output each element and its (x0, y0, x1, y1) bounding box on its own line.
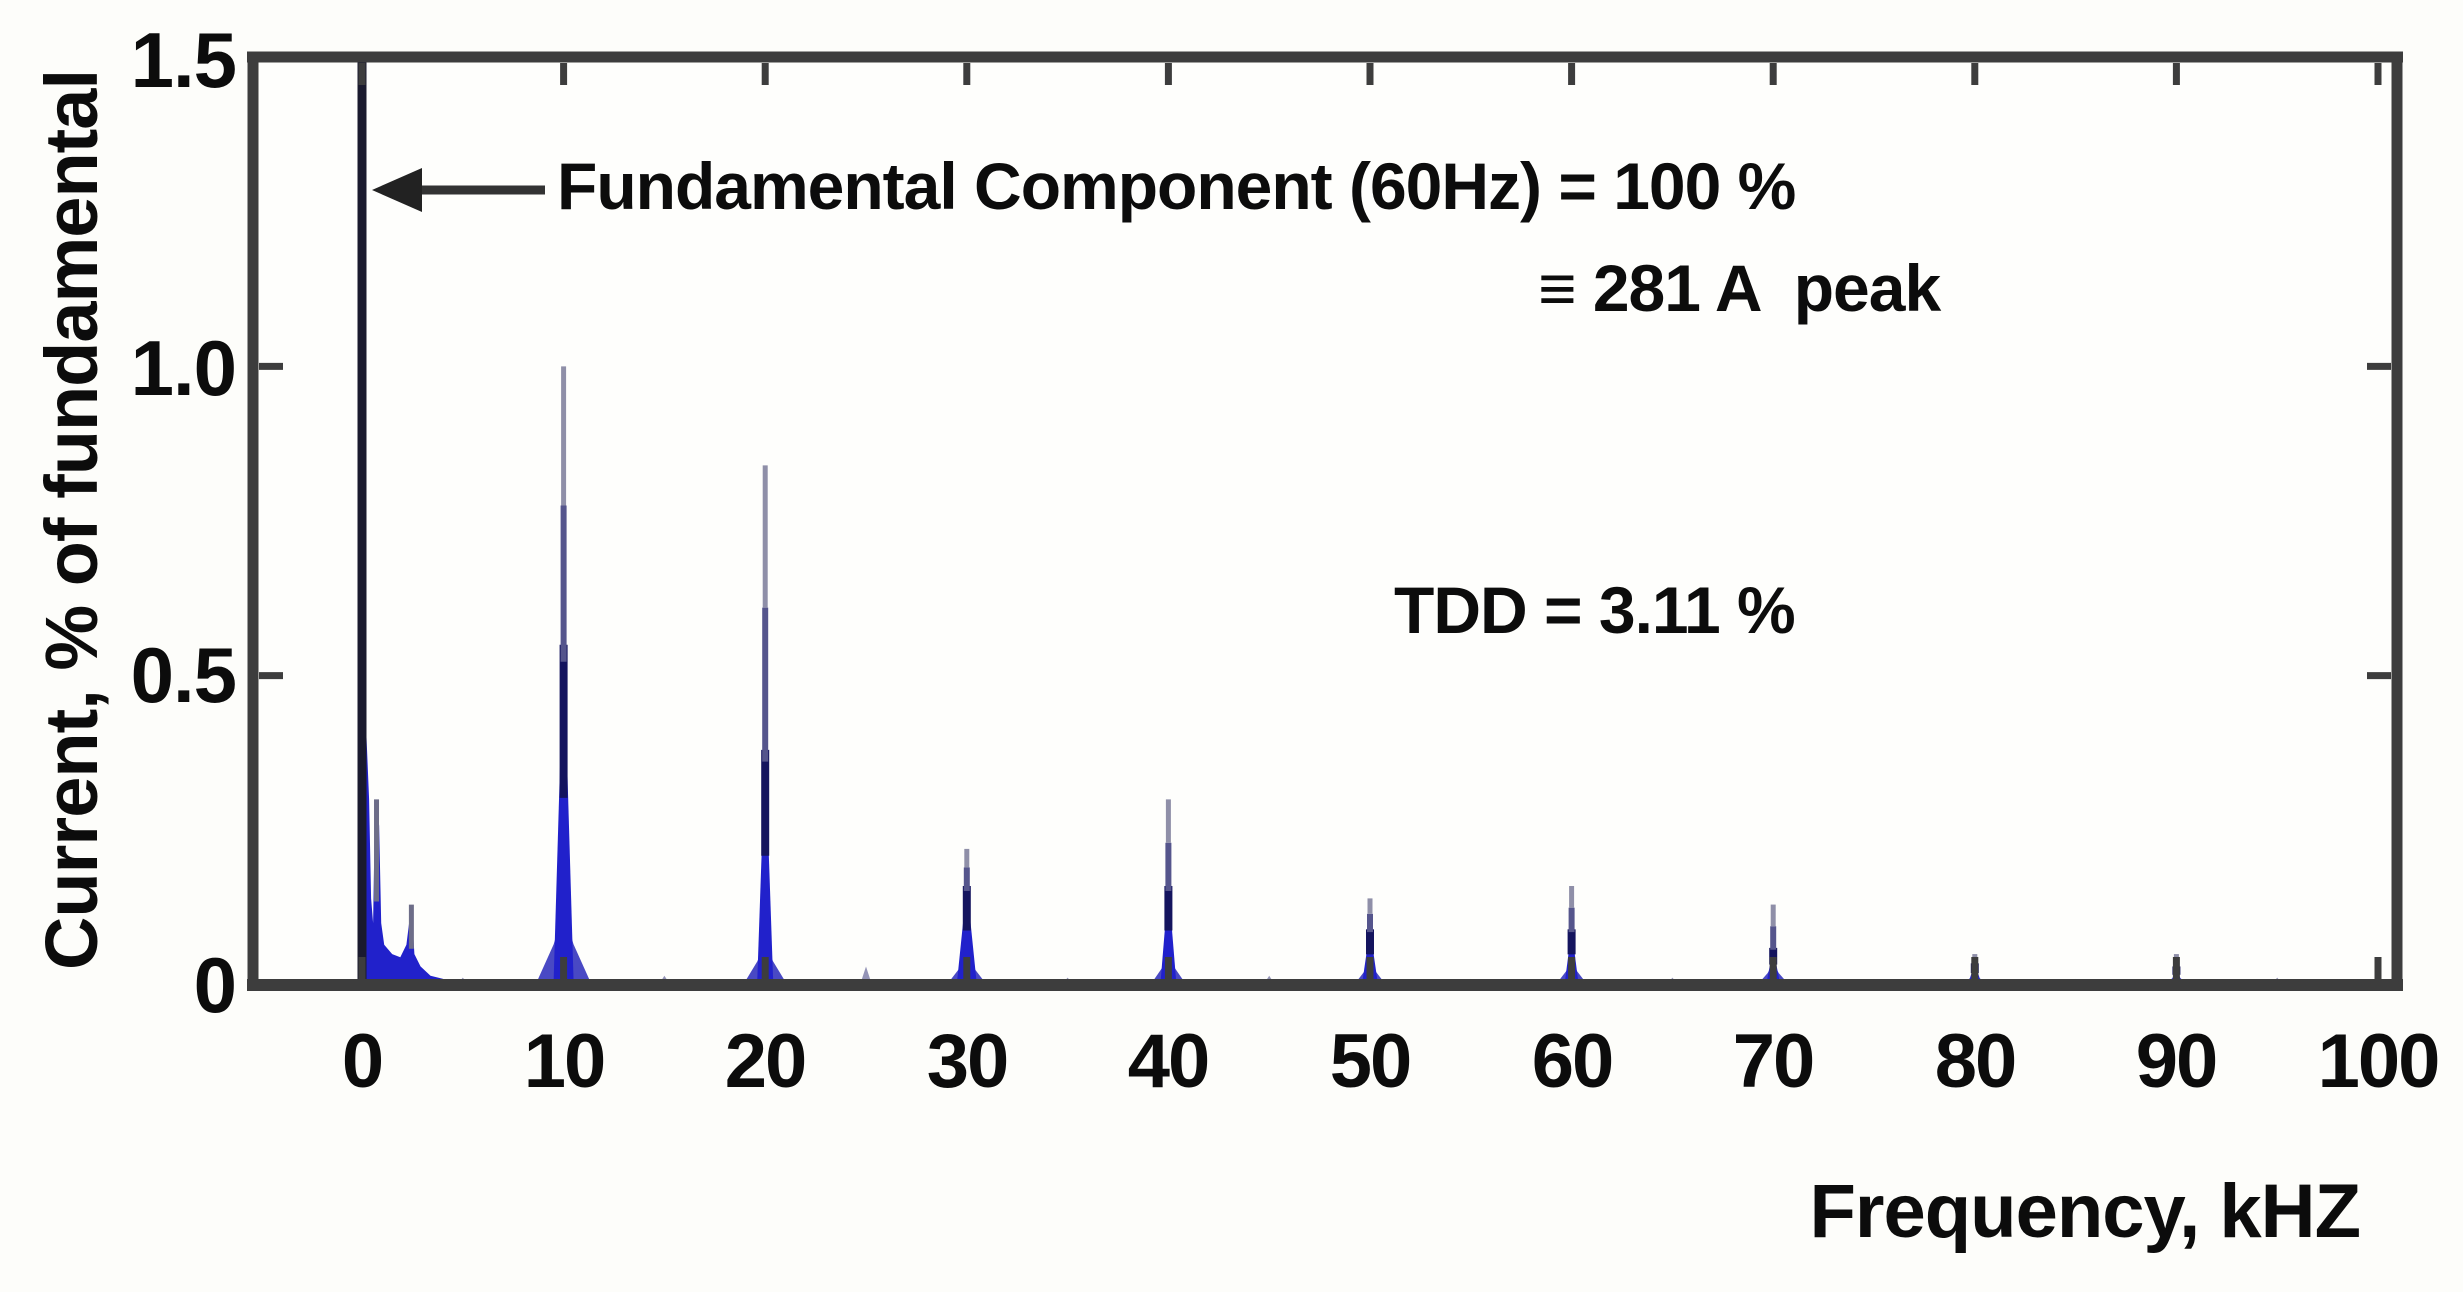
annotation-peak-amps: ≡ 281 A peak (1538, 251, 1941, 325)
x-tick-label-10: 10 (523, 1019, 607, 1104)
x-tick-label-30: 30 (926, 1019, 1010, 1104)
x-tick-label-100: 100 (2317, 1019, 2441, 1104)
x-axis-label: Frequency, kHZ (1809, 1169, 2361, 1254)
y-tick-label-0-5: 0.5 (130, 631, 237, 719)
x-tick-label-0: 0 (341, 1019, 384, 1104)
y-tick-label-1-5: 1.5 (130, 16, 237, 104)
annotation-tdd: TDD = 3.11 % (1394, 573, 1796, 647)
annotation-fundamental: Fundamental Component (60Hz) = 100 % (557, 149, 1796, 223)
x-tick-label-40: 40 (1127, 1019, 1211, 1104)
x-tick-label-90: 90 (2135, 1019, 2219, 1104)
x-tick-label-20: 20 (724, 1019, 808, 1104)
x-tick-label-70: 70 (1732, 1019, 1816, 1104)
x-tick-label-80: 80 (1934, 1019, 2018, 1104)
x-tick-label-50: 50 (1329, 1019, 1413, 1104)
y-tick-label-0: 0 (193, 941, 237, 1029)
y-tick-label-1-0: 1.0 (130, 324, 237, 412)
y-axis-label: Current, % of fundamental (30, 69, 113, 971)
x-tick-label-60: 60 (1531, 1019, 1615, 1104)
